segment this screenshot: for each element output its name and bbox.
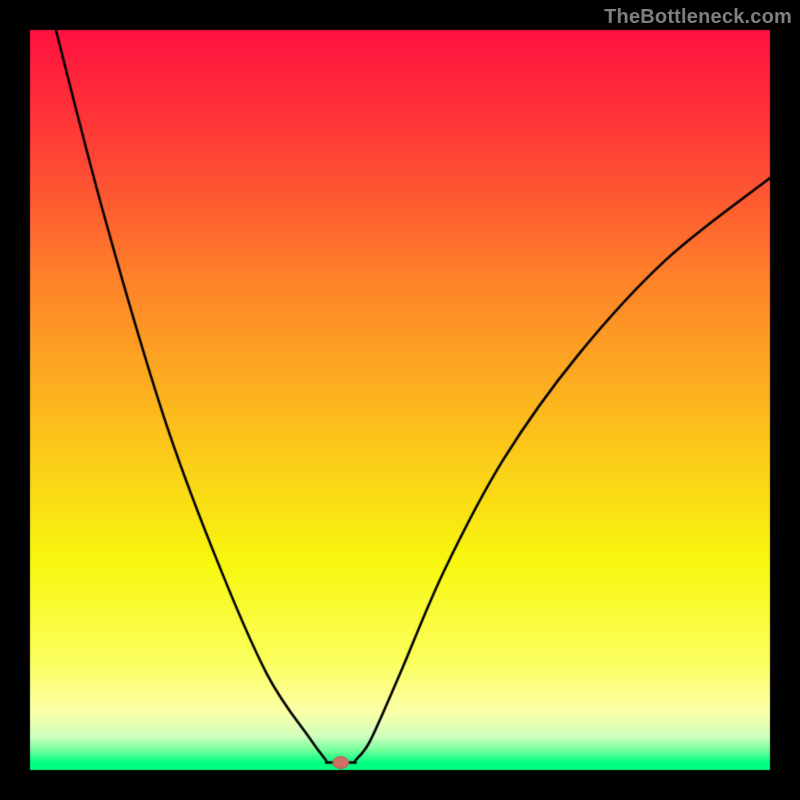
chart-stage: TheBottleneck.com (0, 0, 800, 800)
watermark-label: TheBottleneck.com (604, 6, 792, 29)
bottleneck-curve-chart (0, 0, 800, 800)
